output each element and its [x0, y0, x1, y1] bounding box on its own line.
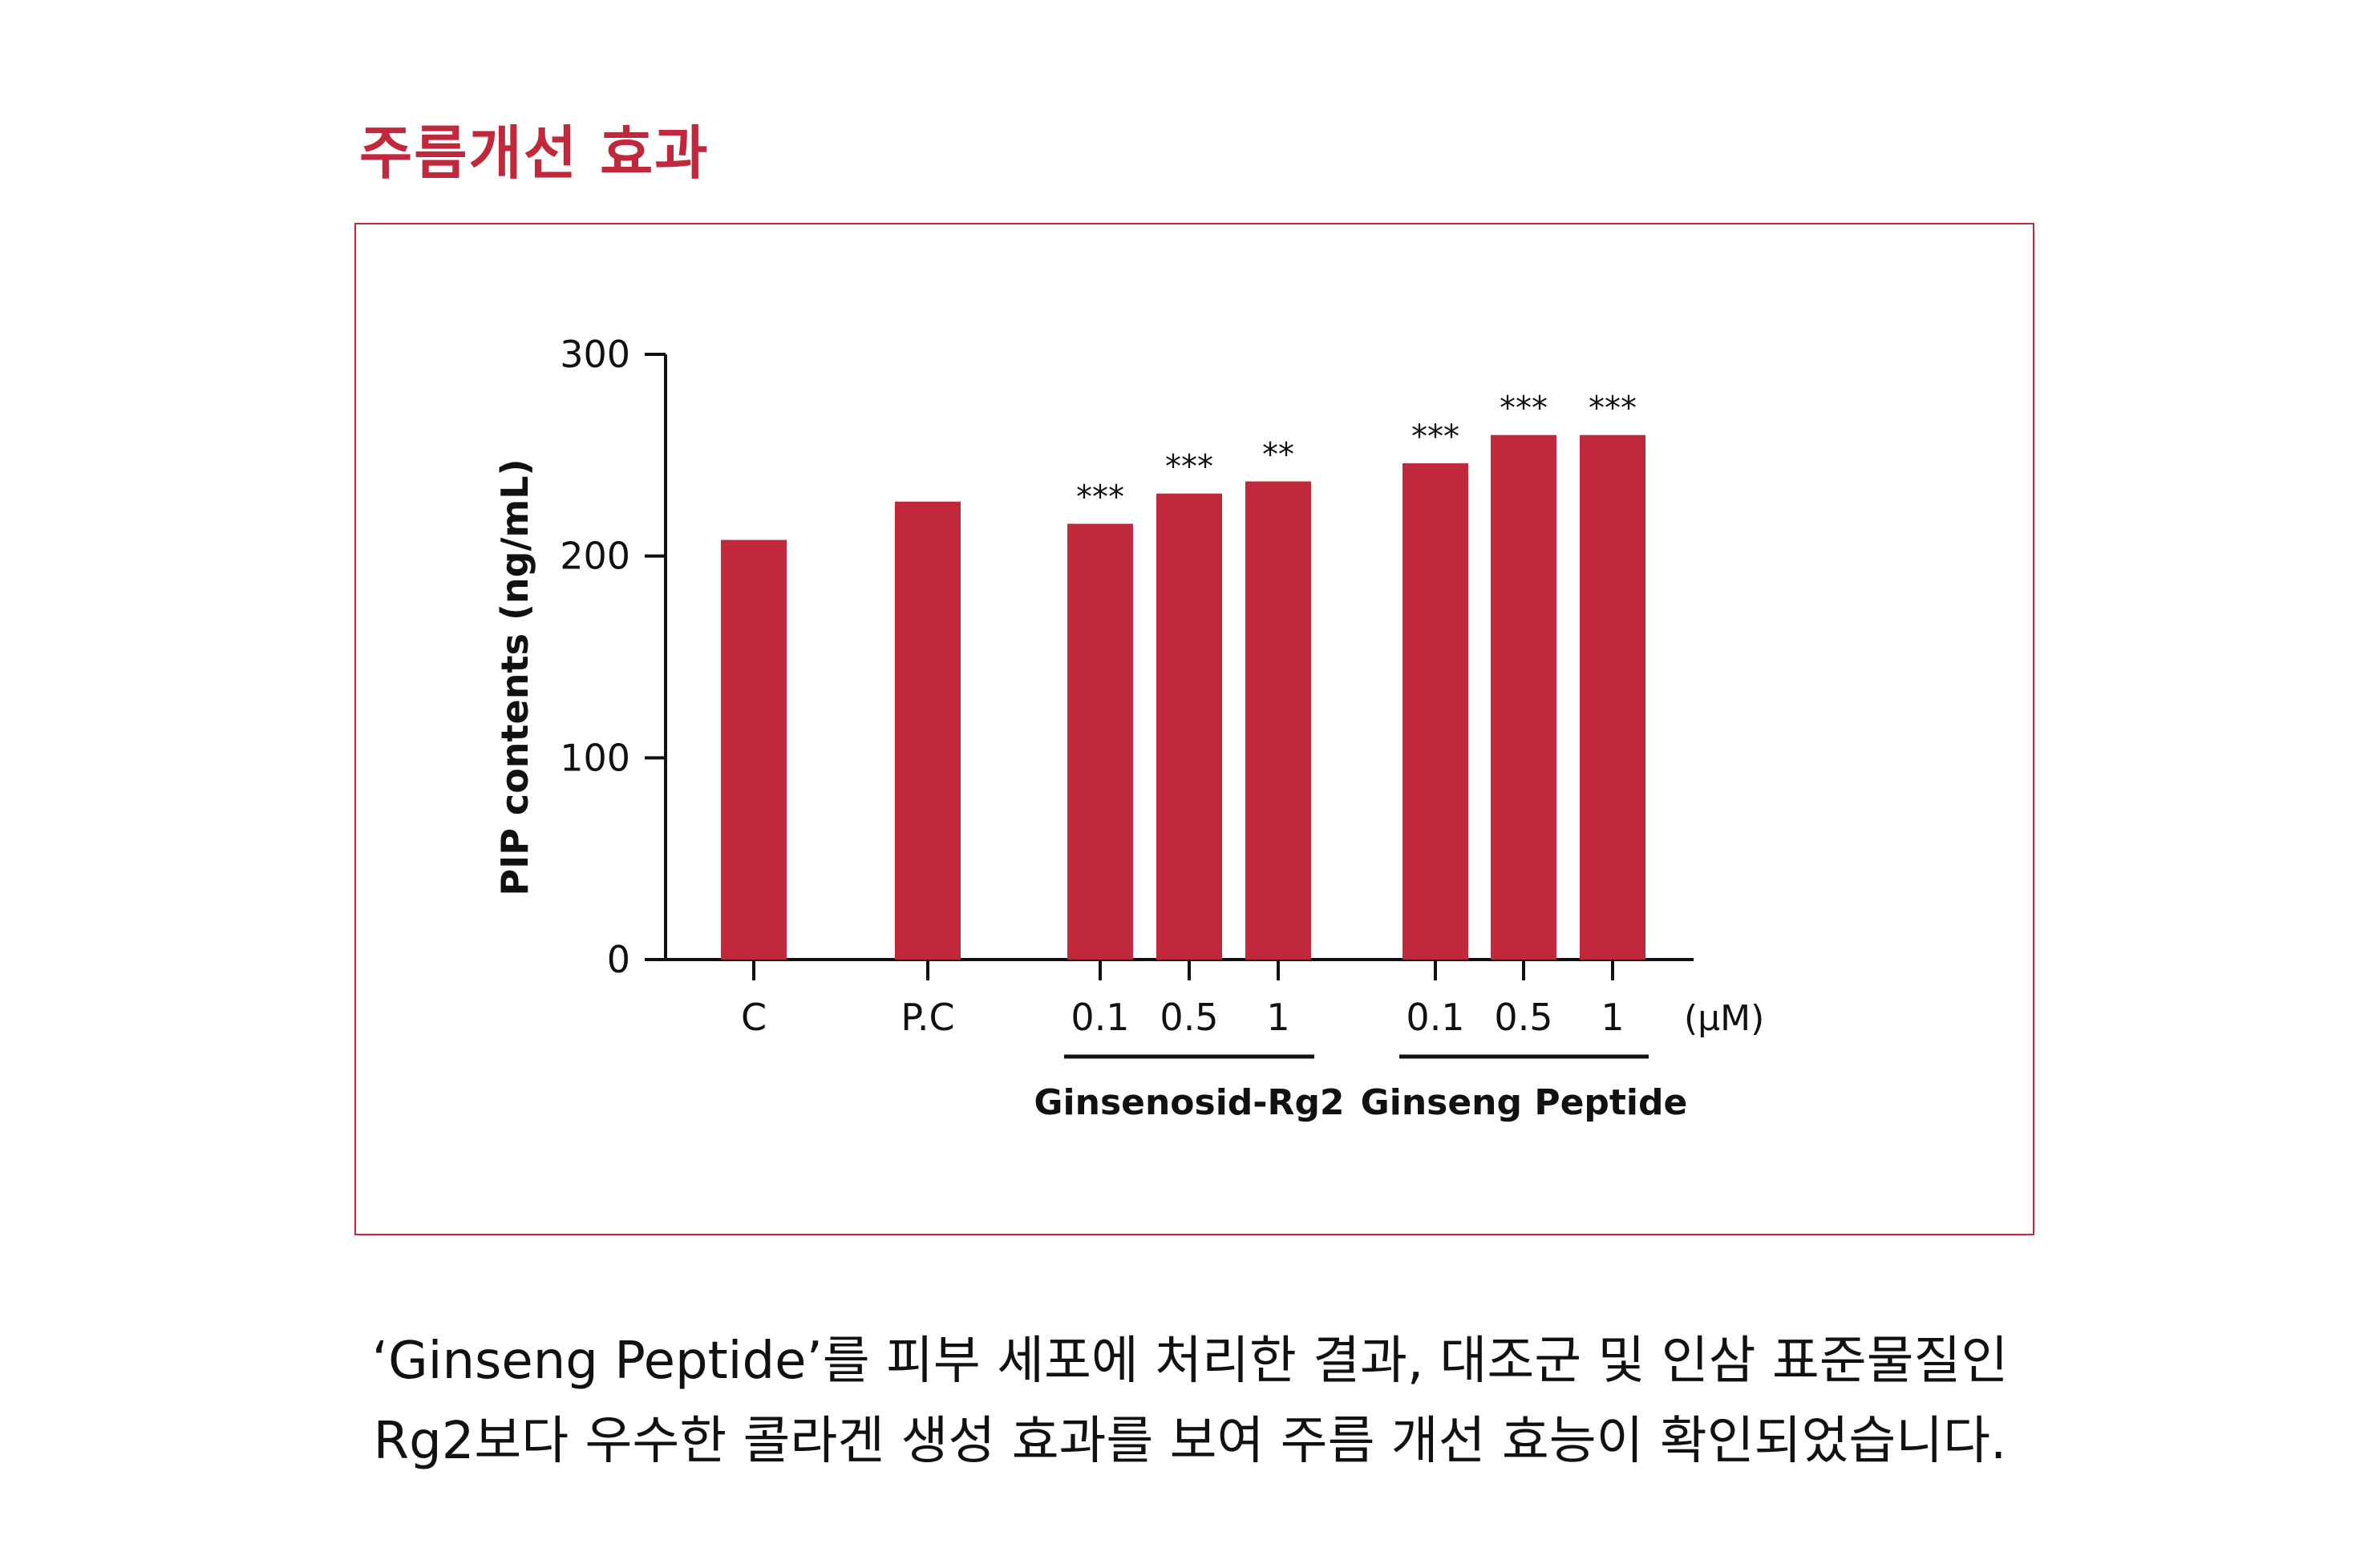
bar	[1580, 434, 1645, 960]
significance-label: **	[1262, 437, 1294, 474]
significance-label: ***	[1589, 390, 1637, 427]
significance-label: ***	[1411, 418, 1459, 455]
bar	[1402, 463, 1468, 960]
x-tick-label: 0.1	[1406, 996, 1464, 1039]
y-tick-label: 200	[560, 535, 630, 578]
caption: ‘Ginseng Peptide’를 피부 세포에 처리한 결과, 대조군 및 …	[0, 1321, 2380, 1481]
y-axis: 0 100 200 300	[560, 333, 667, 981]
chart-labels: ****** ** ****** ***Ginsenosid-Rg2 Ginseng P…	[1034, 390, 1687, 1123]
bar	[1067, 523, 1133, 960]
x-tick-label: 1	[1266, 996, 1289, 1039]
y-tick-label: 100	[560, 736, 630, 779]
x-tick-label: 0.1	[1071, 996, 1129, 1039]
x-tick-label: 1	[1601, 996, 1624, 1039]
x-tick-label: 0.5	[1494, 996, 1552, 1039]
x-axis: C P.C 0.1 0.5 1 0.1 0.5 1	[666, 958, 1694, 1039]
group-label: Ginsenosid-Rg2	[1034, 1082, 1344, 1123]
bars	[721, 434, 1645, 960]
y-tick-label: 0	[607, 938, 630, 981]
chart-frame	[354, 223, 2034, 1235]
significance-label: ***	[1500, 390, 1548, 427]
x-tick-label: C	[741, 996, 767, 1039]
bar	[895, 501, 961, 960]
bar	[1491, 434, 1556, 960]
significance-label: ***	[1165, 449, 1213, 486]
bar	[1156, 493, 1222, 960]
unit-label: (μM)	[1684, 998, 1764, 1039]
y-axis-label: PIP contents (ng/mL)	[493, 459, 536, 895]
y-tick-label: 300	[560, 333, 630, 376]
bar	[1245, 481, 1311, 960]
x-tick-label: 0.5	[1160, 996, 1218, 1039]
bar	[721, 540, 787, 960]
caption-line-1: ‘Ginseng Peptide’를 피부 세포에 처리한 결과, 대조군 및 …	[371, 1332, 2009, 1391]
section-heading: 주름개선 효과	[359, 119, 710, 187]
caption-line-2: Rg2보다 우수한 콜라겐 생성 효과를 보여 주름 개선 효능이 확인되었습니…	[373, 1412, 2007, 1471]
x-tick-label: P.C	[901, 996, 954, 1039]
group-label: Ginseng Peptide	[1361, 1082, 1688, 1123]
significance-label: ***	[1076, 479, 1124, 515]
